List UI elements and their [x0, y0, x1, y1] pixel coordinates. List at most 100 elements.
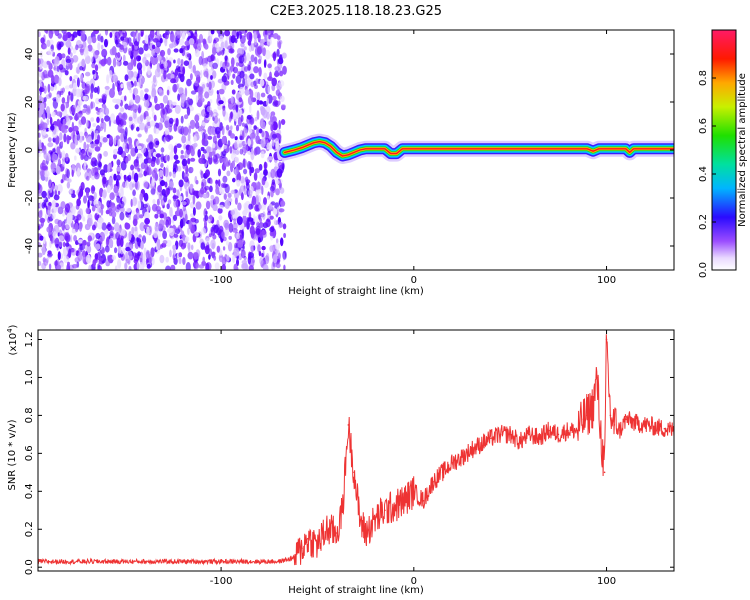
noise-speck — [160, 59, 164, 65]
snr-point — [403, 500, 406, 502]
noise-speck — [85, 207, 90, 215]
noise-speck — [116, 166, 122, 172]
noise-speck — [72, 55, 79, 63]
noise-speck — [281, 52, 287, 59]
noise-speck — [93, 87, 98, 93]
noise-speck — [80, 149, 87, 160]
noise-speck — [126, 250, 133, 261]
noise-speck — [169, 33, 175, 43]
snr-point — [347, 424, 350, 426]
snr-point — [582, 418, 585, 421]
noise-speck — [224, 30, 231, 37]
noise-speck — [43, 145, 47, 155]
noise-speck — [165, 256, 169, 263]
noise-speck — [160, 244, 163, 249]
noise-speck — [103, 150, 108, 157]
noise-speck — [223, 49, 230, 55]
noise-speck — [214, 196, 220, 205]
noise-speck — [224, 222, 229, 230]
noise-speck — [151, 44, 156, 50]
noise-speck — [80, 116, 87, 125]
noise-speck — [256, 110, 260, 120]
noise-speck — [104, 30, 109, 36]
noise-speck — [63, 256, 70, 264]
noise-speck — [76, 198, 81, 207]
noise-speck — [165, 219, 170, 228]
noise-speck — [130, 164, 135, 171]
noise-speck — [250, 132, 256, 139]
noise-speck — [221, 231, 226, 239]
noise-speck — [76, 214, 82, 221]
noise-speck — [144, 211, 150, 221]
noise-speck — [62, 31, 68, 42]
noise-speck — [77, 113, 83, 118]
noise-speck — [127, 62, 134, 71]
noise-speck — [113, 185, 119, 194]
noise-speck — [78, 222, 83, 232]
noise-speck — [148, 141, 154, 150]
noise-speck — [49, 240, 52, 248]
noise-speck — [190, 167, 194, 172]
noise-speck — [250, 81, 255, 88]
noise-speck — [164, 181, 168, 188]
noise-speck — [187, 251, 194, 260]
noise-speck — [58, 77, 62, 87]
noise-speck — [106, 74, 110, 84]
noise-speck — [224, 199, 231, 209]
noise-speck — [204, 91, 210, 99]
noise-speck — [200, 70, 203, 79]
noise-speck — [221, 135, 227, 145]
noise-speck — [157, 122, 163, 131]
noise-speck — [256, 99, 260, 106]
noise-speck — [115, 98, 121, 105]
noise-speck — [55, 243, 59, 248]
noise-speck — [100, 204, 105, 210]
noise-speck — [43, 258, 49, 266]
noise-speck — [62, 247, 66, 253]
noise-speck — [272, 51, 277, 62]
noise-speck — [282, 250, 287, 260]
noise-speck — [180, 155, 187, 160]
noise-speck — [212, 142, 216, 149]
noise-speck — [83, 195, 87, 204]
noise-speck — [54, 30, 60, 37]
noise-speck — [90, 83, 95, 94]
noise-speck — [38, 31, 41, 38]
noise-speck — [254, 117, 258, 122]
noise-speck — [169, 207, 173, 217]
noise-speck — [171, 145, 174, 153]
noise-speck — [270, 123, 274, 132]
noise-speck — [248, 46, 252, 52]
noise-speck — [181, 32, 186, 40]
snr-point — [451, 462, 454, 464]
noise-speck — [169, 150, 174, 161]
noise-speck — [277, 161, 283, 169]
noise-speck — [119, 246, 124, 255]
noise-speck — [178, 257, 182, 265]
noise-speck — [251, 195, 257, 206]
noise-speck — [172, 195, 179, 200]
noise-speck — [271, 77, 278, 87]
noise-speck — [269, 245, 274, 253]
spectrogram-x-axis-label: Height of straight line (km) — [288, 286, 424, 297]
snr-point — [605, 338, 608, 341]
noise-speck — [242, 215, 247, 224]
noise-speck — [263, 197, 267, 205]
noise-speck — [68, 189, 72, 196]
noise-speck — [146, 226, 150, 236]
noise-speck — [183, 114, 189, 120]
noise-speck — [42, 113, 46, 120]
noise-speck — [208, 81, 212, 91]
noise-speck — [219, 257, 223, 262]
noise-speck — [197, 149, 201, 158]
noise-speck — [204, 214, 209, 222]
snr-point — [499, 433, 502, 436]
noise-speck — [177, 34, 181, 39]
noise-speck — [275, 180, 280, 185]
noise-speck — [126, 81, 132, 91]
noise-speck — [116, 195, 121, 203]
noise-speck — [107, 163, 111, 173]
noise-speck — [129, 244, 133, 250]
snr-point — [461, 456, 463, 458]
noise-speck — [179, 208, 183, 218]
